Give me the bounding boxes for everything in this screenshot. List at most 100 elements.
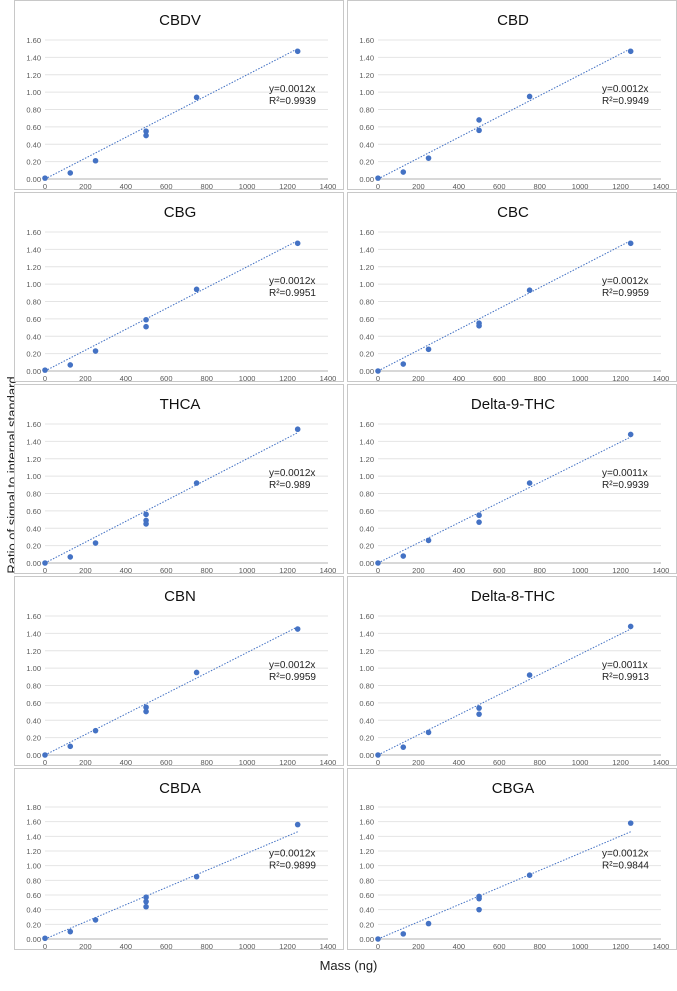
x-tick-label: 0: [376, 374, 380, 383]
x-tick-label: 1000: [572, 182, 589, 191]
trendline-equation: y=0.0012x: [602, 849, 648, 860]
x-tick-label: 600: [493, 758, 506, 767]
x-tick-label: 400: [453, 758, 466, 767]
y-tick-label: 1.20: [359, 71, 374, 80]
x-tick-label: 600: [160, 182, 173, 191]
r-squared-label: R²=0.989: [269, 480, 311, 491]
data-point: [143, 517, 149, 524]
x-tick-label: 200: [412, 758, 425, 767]
data-point: [400, 169, 407, 175]
chart-title: CBGA: [492, 780, 535, 797]
y-tick-label: 0.20: [359, 158, 374, 167]
y-tick-label: 1.20: [359, 847, 374, 856]
y-tick-label: 1.00: [26, 280, 41, 289]
y-tick-label: 1.60: [359, 36, 374, 45]
trendline: [44, 831, 298, 940]
trendline-equation: y=0.0012x: [602, 84, 648, 95]
x-tick-label: 1000: [572, 758, 589, 767]
data-point: [42, 752, 48, 758]
x-tick-label: 600: [160, 374, 173, 383]
trendline-equation: y=0.0012x: [602, 276, 648, 287]
data-point: [375, 560, 381, 566]
data-point: [476, 906, 482, 913]
chart-title: THCA: [160, 396, 201, 413]
y-tick-label: 0.40: [26, 906, 41, 915]
x-tick-label: 1000: [572, 566, 589, 575]
x-tick-label: 200: [412, 942, 425, 951]
chart-panel: Delta-9-THC 0.00 0.20 0.40 0.60 0.80 1.00 1.20 1…: [347, 384, 677, 575]
data-point: [476, 117, 482, 123]
r-squared-label: R²=0.9939: [269, 96, 316, 107]
trendline: [44, 432, 298, 564]
data-point: [476, 519, 482, 525]
chart-panel: CBG 0.00 0.20 0.40 0.60 0.80 1.00 1.20 1.40 1.60 0…: [14, 192, 344, 383]
y-tick-label: 1.40: [26, 629, 41, 638]
y-tick-label: 0.80: [359, 682, 374, 691]
x-tick-label: 800: [200, 942, 213, 951]
y-tick-label: 1.80: [359, 803, 374, 812]
data-point: [294, 426, 301, 433]
scatter-plot: Delta-8-THC 0.00 0.20 0.40 0.60 0.80 1.00 1.20 1…: [359, 588, 669, 767]
chart-panel: CBDV 0.00 0.20 0.40 0.60 0.80 1.00 1.20 1.40 1.60…: [14, 0, 344, 191]
data-point: [627, 431, 634, 438]
data-point: [143, 708, 149, 715]
data-point: [425, 920, 432, 927]
x-tick-label: 400: [453, 942, 466, 951]
x-tick-label: 800: [533, 182, 546, 191]
x-tick-label: 400: [120, 566, 133, 575]
y-tick-label: 1.60: [26, 420, 41, 429]
x-tick-label: 0: [43, 182, 47, 191]
x-tick-label: 400: [120, 182, 133, 191]
x-tick-label: 1400: [320, 566, 337, 575]
y-tick-label: 0.40: [359, 524, 374, 533]
trendline-equation: y=0.0011x: [602, 468, 648, 479]
trendline: [377, 831, 631, 940]
r-squared-label: R²=0.9844: [602, 861, 649, 872]
y-tick-label: 0.60: [26, 699, 41, 708]
x-tick-label: 400: [453, 182, 466, 191]
x-tick-label: 0: [43, 566, 47, 575]
x-tick-label: 1000: [239, 566, 256, 575]
y-tick-label: 0.80: [26, 682, 41, 691]
x-tick-label: 1400: [320, 182, 337, 191]
x-tick-label: 1000: [239, 758, 256, 767]
x-tick-label: 1400: [653, 374, 670, 383]
trendline-equation: y=0.0011x: [602, 660, 648, 671]
y-tick-label: 1.60: [26, 612, 41, 621]
y-tick-label: 0.80: [359, 298, 374, 307]
data-point: [476, 711, 482, 717]
data-point: [92, 727, 99, 734]
data-point: [526, 672, 533, 678]
data-point: [67, 170, 74, 176]
data-point: [476, 127, 482, 134]
data-point: [67, 928, 74, 935]
y-tick-label: 0.80: [26, 298, 41, 307]
trendline-equation: y=0.0012x: [269, 276, 315, 287]
y-tick-label: 1.40: [359, 53, 374, 62]
data-point: [526, 287, 533, 294]
chart-panel: CBDA 0.00 0.20 0.40 0.60 0.80 1.00 1.20 1.40 1.60…: [14, 768, 344, 951]
y-tick-label: 1.60: [359, 228, 374, 237]
x-tick-label: 1200: [612, 942, 629, 951]
y-tick-label: 0.80: [359, 106, 374, 115]
x-tick-label: 600: [493, 566, 506, 575]
y-tick-label: 0.20: [359, 542, 374, 551]
r-squared-label: R²=0.9951: [269, 288, 316, 299]
data-point: [143, 128, 149, 135]
y-tick-label: 0.20: [359, 734, 374, 743]
x-tick-label: 800: [533, 942, 546, 951]
data-point: [193, 480, 200, 486]
x-tick-label: 1400: [320, 942, 337, 951]
y-tick-label: 0.60: [359, 507, 374, 516]
x-tick-label: 400: [453, 374, 466, 383]
data-point: [375, 752, 381, 758]
y-tick-label: 1.40: [359, 437, 374, 446]
x-tick-label: 200: [79, 758, 92, 767]
x-tick-label: 400: [453, 566, 466, 575]
data-point: [193, 873, 200, 880]
data-point: [627, 820, 634, 826]
data-point: [627, 48, 634, 55]
x-tick-label: 0: [376, 182, 380, 191]
y-tick-label: 0.20: [359, 920, 374, 929]
x-tick-label: 1200: [279, 758, 296, 767]
